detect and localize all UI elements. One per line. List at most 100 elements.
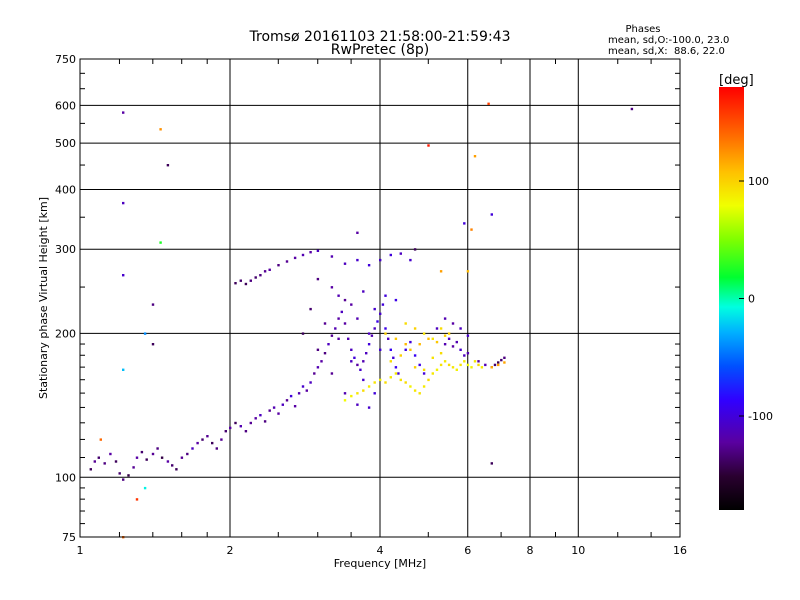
data-point <box>418 343 421 346</box>
y-tick-label: 600 <box>55 99 76 112</box>
data-point <box>484 363 487 367</box>
data-point <box>422 372 426 375</box>
data-point <box>487 102 490 105</box>
data-point <box>497 363 500 367</box>
data-point <box>353 356 356 359</box>
data-point <box>330 286 334 289</box>
data-point <box>293 256 297 260</box>
data-point <box>156 447 159 450</box>
data-point <box>493 363 497 367</box>
data-point <box>427 144 430 147</box>
grid-lines <box>80 59 680 537</box>
data-point <box>431 337 434 340</box>
x-tick-label: 1 <box>77 544 84 557</box>
data-point <box>135 498 139 501</box>
plot-frame <box>79 58 681 538</box>
data-point <box>356 231 359 234</box>
data-point <box>470 366 473 369</box>
data-point <box>459 363 462 367</box>
data-point <box>109 452 112 456</box>
data-point <box>277 264 280 267</box>
data-point <box>367 385 371 388</box>
data-point <box>350 303 353 306</box>
chart-subtitle: RwPretec (8p) <box>331 42 429 58</box>
data-point <box>389 376 392 379</box>
data-point <box>340 310 343 314</box>
data-point <box>166 460 170 463</box>
data-point <box>466 270 470 273</box>
data-point <box>439 363 443 367</box>
data-point <box>367 264 371 267</box>
y-tick-labels: 75 100 200 300 400 500 600 750 <box>55 53 76 544</box>
data-point <box>630 107 634 111</box>
data-point <box>122 274 125 277</box>
data-point <box>379 312 382 315</box>
data-point <box>316 277 320 281</box>
data-point <box>443 343 447 346</box>
y-tick-label: 75 <box>62 531 76 544</box>
data-point <box>373 327 376 330</box>
data-point <box>350 360 353 363</box>
data-point <box>459 348 462 351</box>
data-point <box>443 334 447 337</box>
data-point <box>272 406 276 409</box>
data-point <box>439 270 443 273</box>
data-point <box>281 403 284 406</box>
data-point <box>268 409 271 412</box>
data-point <box>362 360 365 363</box>
x-tick-label: 8 <box>527 544 534 557</box>
data-point <box>376 320 379 323</box>
data-point <box>387 337 390 340</box>
data-point <box>330 334 334 337</box>
data-point <box>373 381 376 384</box>
data-point <box>384 327 387 330</box>
data-points <box>89 102 634 539</box>
data-point <box>356 258 359 262</box>
data-point <box>122 111 125 114</box>
data-point <box>159 241 162 244</box>
data-point <box>443 317 447 320</box>
data-point <box>239 425 242 428</box>
y-axis-label: Stationary phase Virtual Height [km] <box>37 197 50 399</box>
data-point <box>362 378 365 382</box>
data-point <box>404 381 407 384</box>
data-point <box>404 322 407 325</box>
data-point <box>422 385 426 388</box>
data-point <box>413 366 417 369</box>
data-point <box>384 381 387 384</box>
data-point <box>140 450 144 454</box>
data-point <box>316 366 320 369</box>
data-point <box>409 340 412 344</box>
data-point <box>413 389 417 392</box>
data-point <box>244 430 248 433</box>
data-point <box>259 274 262 277</box>
data-point <box>422 368 426 371</box>
data-point <box>343 322 347 325</box>
data-point <box>309 381 312 384</box>
data-point <box>316 348 320 351</box>
data-point <box>244 282 248 286</box>
data-point <box>418 392 421 395</box>
phases-line-x: mean, sd,X: 88.6, 22.0 <box>608 46 725 57</box>
data-point <box>392 356 395 359</box>
data-point <box>455 340 458 344</box>
data-point <box>427 378 430 382</box>
data-point <box>239 279 242 282</box>
data-point <box>367 406 371 409</box>
data-point <box>143 332 147 335</box>
data-point <box>196 441 199 445</box>
data-point <box>473 155 477 158</box>
data-point <box>427 337 430 340</box>
data-point <box>362 389 365 392</box>
data-point <box>297 392 301 395</box>
data-point <box>263 270 267 273</box>
data-point <box>477 363 480 367</box>
data-point <box>323 352 327 355</box>
data-point <box>249 421 252 425</box>
data-point <box>347 337 350 340</box>
data-point <box>413 354 417 357</box>
data-point <box>399 354 402 357</box>
data-point <box>350 394 353 398</box>
data-point <box>337 337 340 340</box>
data-point <box>447 332 451 335</box>
